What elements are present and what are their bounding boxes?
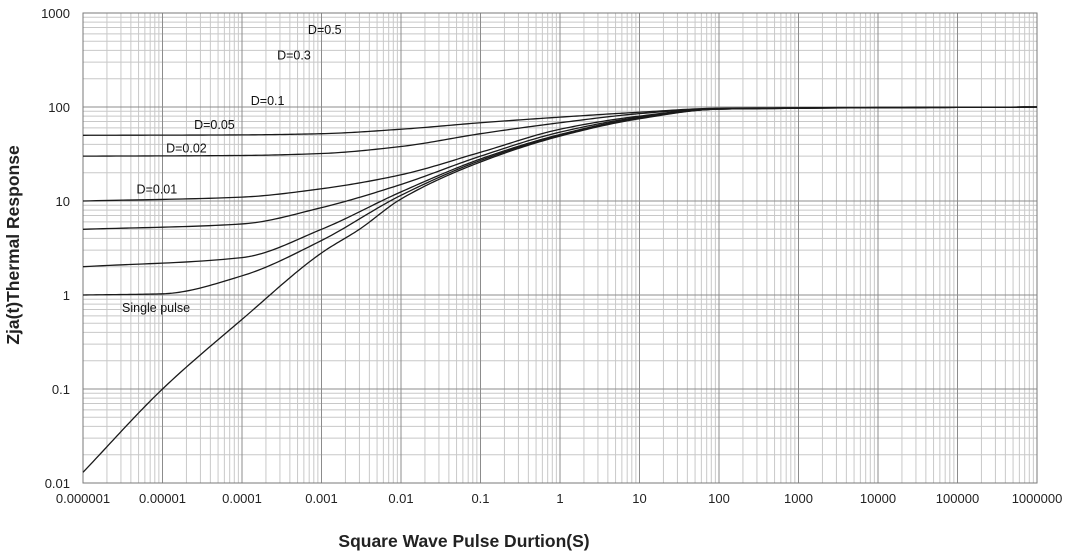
curve-label-d-0-05: D=0.05 — [194, 118, 235, 132]
x-tick-label: 0.00001 — [139, 491, 186, 506]
curve-labels: D=0.5 D=0.3 D=0.1 D=0.05 D=0.02 D=0.01 Single … — [122, 23, 342, 315]
x-tick-label: 0.001 — [305, 491, 338, 506]
x-tick-label: 10000 — [860, 491, 896, 506]
x-tick-label: 1000 — [784, 491, 813, 506]
series-line-single-pulse — [82, 106, 1038, 473]
y-tick-label: 1000 — [41, 6, 70, 21]
series-layer — [82, 106, 1038, 473]
curve-label-single-pulse: Single pulse — [122, 301, 190, 315]
curve-label-d-0-3: D=0.3 — [277, 49, 311, 63]
curve-label-d-0-01: D=0.01 — [137, 183, 178, 197]
x-tick-label: 0.01 — [388, 491, 413, 506]
x-tick-label: 0.000001 — [56, 491, 110, 506]
x-tick-label: 10 — [632, 491, 646, 506]
y-tick-label: 0.01 — [45, 476, 70, 491]
y-axis-ticks: 0.01 0.1 1 10 100 1000 — [41, 6, 70, 491]
curve-label-d-0-02: D=0.02 — [166, 141, 207, 155]
curve-label-d-0-5: D=0.5 — [308, 23, 342, 37]
y-tick-label: 1 — [63, 288, 70, 303]
y-tick-label: 100 — [48, 100, 70, 115]
x-tick-label: 1000000 — [1012, 491, 1063, 506]
curve-label-d-0-1: D=0.1 — [251, 94, 285, 108]
x-tick-label: 0.1 — [471, 491, 489, 506]
x-tick-label: 100 — [708, 491, 730, 506]
plot-area-frame — [82, 12, 1038, 484]
x-axis-ticks: 0.000001 0.00001 0.0001 0.001 0.01 0.1 1 10 100 1… — [56, 491, 1062, 506]
y-tick-label: 0.1 — [52, 382, 70, 397]
x-tick-label: 100000 — [936, 491, 979, 506]
y-axis-title: Zja(t)Thermal Response — [3, 145, 23, 345]
x-axis-title: Square Wave Pulse Durtion(S) — [338, 531, 589, 551]
x-tick-label: 0.0001 — [222, 491, 262, 506]
y-tick-label: 10 — [56, 194, 70, 209]
x-tick-label: 1 — [556, 491, 563, 506]
